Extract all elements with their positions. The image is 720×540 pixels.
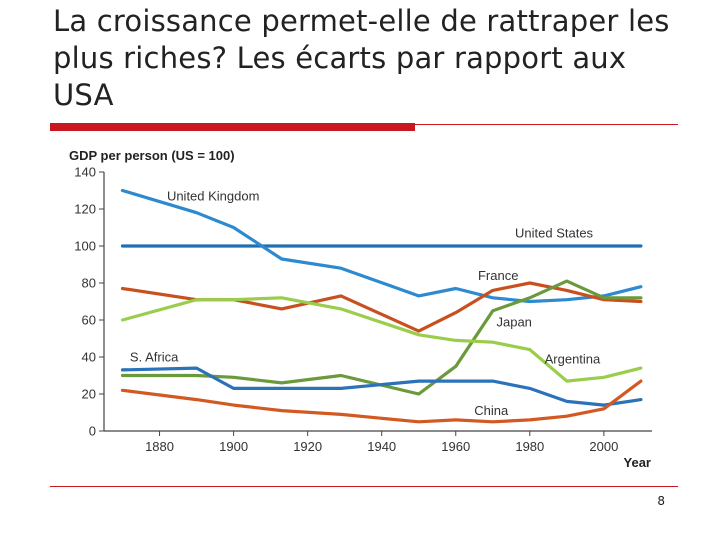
x-tick-label: 1920 [293, 439, 322, 454]
series-label-china: China [474, 403, 509, 418]
y-tick-label: 0 [89, 424, 96, 439]
chart-axes: 0 20 40 60 80 100 120 140 1880 1900 1920 1940 1960 19… [74, 165, 652, 454]
chart-series-labels: United Kingdom United States France Japan S.… [130, 189, 601, 419]
series-label-japan: Japan [496, 314, 531, 329]
series-label-united-kingdom: United Kingdom [167, 189, 260, 204]
series-line-argentina [120, 296, 643, 383]
series-label-s-africa: S. Africa [130, 350, 179, 365]
x-tick-label: 1900 [219, 439, 248, 454]
series-label-united-states: United States [515, 226, 594, 241]
y-tick-label: 40 [82, 350, 96, 365]
y-tick-label: 100 [74, 239, 96, 254]
gdp-line-chart: GDP per person (US = 100) 0 20 40 60 80 100 12… [69, 148, 652, 470]
page-number: 8 [657, 494, 665, 508]
series-line-united-kingdom [120, 188, 643, 304]
x-tick-label: 1880 [145, 439, 174, 454]
y-tick-label: 80 [82, 276, 96, 291]
series-line-s-africa [120, 366, 643, 407]
title-underline-line [415, 124, 678, 125]
series-label-argentina: Argentina [545, 351, 601, 366]
x-tick-label: 1980 [515, 439, 544, 454]
series-label-france: France [478, 268, 518, 283]
y-tick-label: 60 [82, 313, 96, 328]
slide-title: La croissance permet-elle de rattraper l… [53, 4, 670, 112]
y-tick-label: 20 [82, 387, 96, 402]
y-tick-label: 120 [74, 202, 96, 217]
y-tick-label: 140 [74, 165, 96, 180]
chart-series [120, 188, 643, 424]
x-tick-label: 2000 [589, 439, 618, 454]
chart-title: GDP per person (US = 100) [69, 148, 235, 163]
x-axis-label: Year [624, 455, 651, 470]
footer-rule [50, 486, 678, 487]
x-tick-label: 1960 [441, 439, 470, 454]
title-underline-bar [50, 123, 415, 131]
x-tick-label: 1940 [367, 439, 396, 454]
series-line-china [120, 379, 643, 424]
